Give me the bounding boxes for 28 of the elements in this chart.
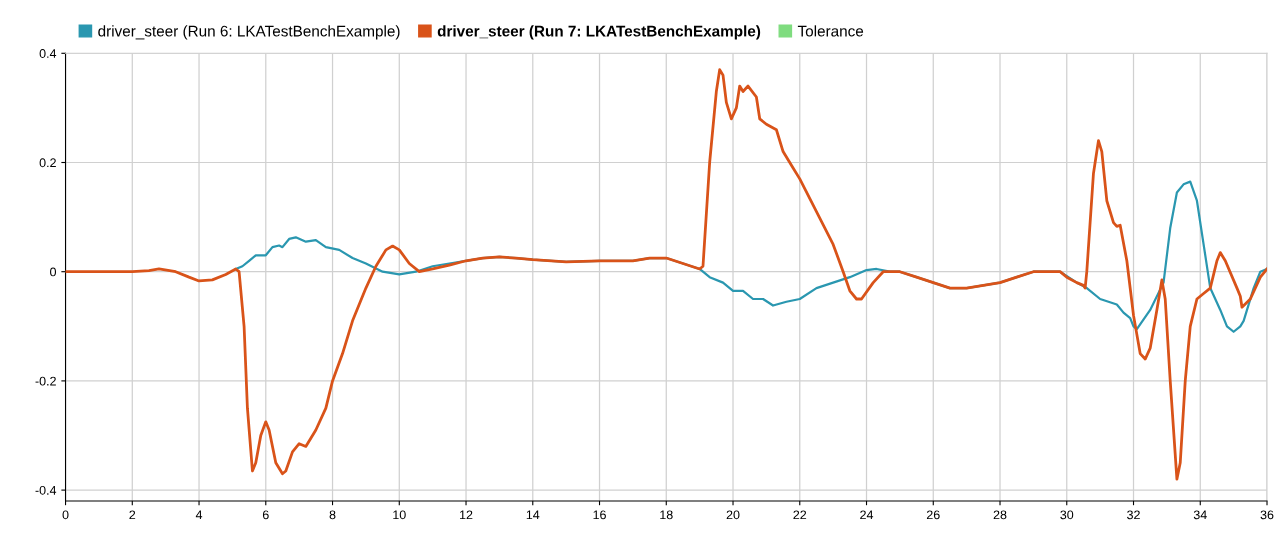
x-tick-label: 12 — [460, 510, 473, 520]
line-series — [65, 68, 1268, 481]
y-tick-label: -0.2 — [35, 376, 56, 386]
y-tick-label: 0.4 — [39, 49, 57, 58]
x-tick-label: 24 — [860, 510, 874, 520]
y-tick-label: -0.4 — [35, 485, 57, 495]
x-tick-label: 8 — [329, 510, 336, 520]
x-tick-label: 34 — [1193, 510, 1207, 520]
x-tick-label: 30 — [1060, 510, 1074, 520]
legend-label: Tolerance — [797, 25, 864, 37]
x-tick-label: 26 — [926, 510, 940, 520]
y-tick-label: 0.2 — [39, 158, 56, 168]
x-tick-label: 14 — [526, 510, 540, 520]
x-tick-label: 16 — [593, 510, 606, 520]
x-tick-label: 18 — [660, 510, 673, 520]
x-tick-label: 10 — [393, 510, 406, 520]
legend-label: driver_steer (Run 7: LKATestBenchExample) — [437, 25, 761, 40]
x-tick-label: 22 — [793, 510, 807, 520]
x-tick-label: 36 — [1260, 510, 1274, 520]
legend-label: driver_steer (Run 6: LKATestBenchExample) — [98, 25, 400, 40]
x-tick-label: 20 — [726, 510, 740, 520]
x-tick-label: 4 — [195, 510, 203, 520]
x-tick-label: 2 — [129, 510, 136, 520]
x-tick-label: 32 — [1127, 510, 1140, 520]
y-tick-label: 0 — [50, 267, 57, 277]
x-tick-label: 0 — [62, 510, 69, 520]
x-tick-label: 28 — [993, 510, 1007, 520]
x-tick-label: 6 — [262, 510, 269, 520]
